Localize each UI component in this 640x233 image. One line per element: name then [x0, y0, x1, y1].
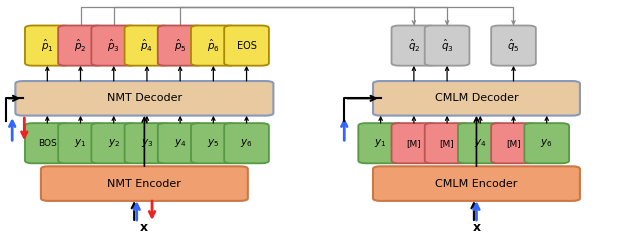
FancyBboxPatch shape [392, 123, 436, 163]
Text: $y_{1}$: $y_{1}$ [74, 137, 86, 149]
Text: $\hat{p}_{4}$: $\hat{p}_{4}$ [141, 38, 154, 54]
Text: $\hat{q}_{5}$: $\hat{q}_{5}$ [507, 38, 520, 54]
FancyBboxPatch shape [158, 25, 202, 66]
Text: $y_{6}$: $y_{6}$ [240, 137, 253, 149]
FancyBboxPatch shape [92, 25, 136, 66]
Text: CMLM Decoder: CMLM Decoder [435, 93, 518, 103]
Text: $\hat{p}_{3}$: $\hat{p}_{3}$ [108, 38, 120, 54]
FancyBboxPatch shape [25, 25, 70, 66]
FancyBboxPatch shape [125, 123, 170, 163]
FancyBboxPatch shape [491, 123, 536, 163]
Text: EOS: EOS [237, 41, 257, 51]
FancyBboxPatch shape [25, 123, 70, 163]
Text: $\hat{q}_{2}$: $\hat{q}_{2}$ [408, 38, 420, 54]
Text: [M]: [M] [440, 139, 454, 148]
FancyBboxPatch shape [58, 25, 103, 66]
Text: $y_{4}$: $y_{4}$ [174, 137, 186, 149]
Text: $y_{2}$: $y_{2}$ [108, 137, 120, 149]
FancyBboxPatch shape [358, 123, 403, 163]
Text: $\mathbf{x}$: $\mathbf{x}$ [472, 221, 481, 233]
FancyBboxPatch shape [458, 123, 502, 163]
FancyBboxPatch shape [15, 81, 273, 116]
Text: NMT Decoder: NMT Decoder [107, 93, 182, 103]
Text: $y_{3}$: $y_{3}$ [141, 137, 153, 149]
FancyBboxPatch shape [524, 123, 569, 163]
FancyBboxPatch shape [191, 123, 236, 163]
FancyBboxPatch shape [125, 25, 170, 66]
FancyBboxPatch shape [373, 166, 580, 201]
Text: $y_{6}$: $y_{6}$ [540, 137, 553, 149]
Text: [M]: [M] [406, 139, 421, 148]
Text: $y_{4}$: $y_{4}$ [474, 137, 486, 149]
Text: $y_{1}$: $y_{1}$ [374, 137, 387, 149]
Text: $y_{5}$: $y_{5}$ [207, 137, 220, 149]
Text: $\hat{p}_{5}$: $\hat{p}_{5}$ [174, 38, 186, 54]
FancyBboxPatch shape [58, 123, 103, 163]
Text: $\hat{p}_{2}$: $\hat{p}_{2}$ [74, 38, 87, 54]
FancyBboxPatch shape [392, 25, 436, 66]
Text: NMT Encoder: NMT Encoder [108, 179, 181, 188]
FancyBboxPatch shape [158, 123, 202, 163]
Text: BOS: BOS [38, 139, 57, 148]
FancyBboxPatch shape [224, 25, 269, 66]
Text: $\hat{p}_{1}$: $\hat{p}_{1}$ [41, 38, 54, 54]
FancyBboxPatch shape [224, 123, 269, 163]
FancyBboxPatch shape [92, 123, 136, 163]
Text: [M]: [M] [506, 139, 521, 148]
FancyBboxPatch shape [425, 25, 469, 66]
FancyBboxPatch shape [41, 166, 248, 201]
FancyBboxPatch shape [425, 123, 469, 163]
Text: $\hat{p}_{6}$: $\hat{p}_{6}$ [207, 38, 220, 54]
FancyBboxPatch shape [191, 25, 236, 66]
FancyBboxPatch shape [491, 25, 536, 66]
Text: $\mathbf{x}$: $\mathbf{x}$ [140, 221, 149, 233]
Text: CMLM Encoder: CMLM Encoder [435, 179, 518, 188]
FancyBboxPatch shape [373, 81, 580, 116]
Text: $\hat{q}_{3}$: $\hat{q}_{3}$ [441, 38, 454, 54]
